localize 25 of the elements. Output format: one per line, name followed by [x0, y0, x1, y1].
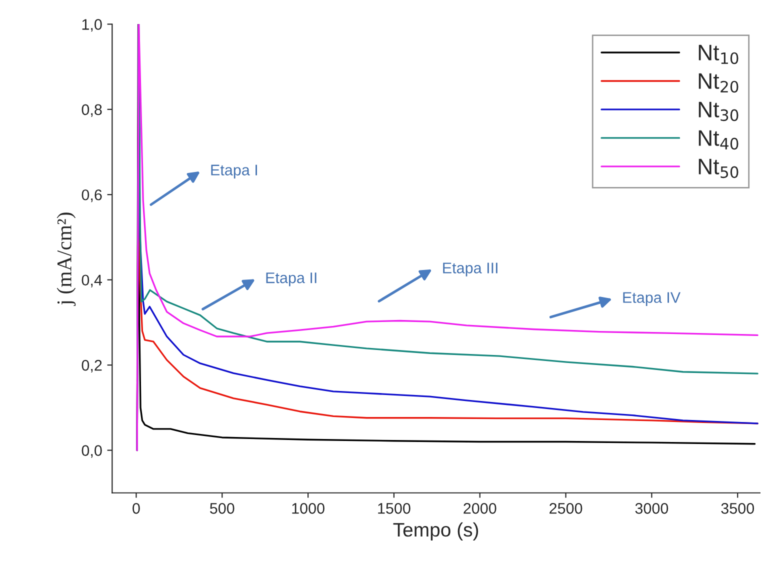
- y-tick-label: 1,0: [82, 19, 102, 32]
- y-tick-label: 0,0: [82, 445, 102, 458]
- x-axis-title: Tempo (s): [393, 522, 478, 541]
- legend-label: Nt$_{20}$: [698, 73, 738, 93]
- annotation: Etapa IV: [623, 292, 681, 306]
- y-tick-label: 0,4: [82, 274, 102, 288]
- y-tick-label: 0,6: [82, 189, 102, 202]
- y-tick-label: 0,2: [82, 360, 102, 373]
- annotation: Etapa III: [443, 262, 498, 276]
- legend-label: Nt$_{10}$: [698, 44, 738, 64]
- y-axis-title: j (mA/cm²): [56, 212, 76, 306]
- y-tick-label: 0,8: [82, 104, 102, 117]
- legend-label: Nt$_{30}$: [698, 102, 738, 122]
- annotation: Etapa II: [266, 272, 316, 286]
- x-tick-label: 3500: [721, 503, 754, 514]
- annotation: Etapa I: [211, 164, 257, 178]
- legend-label: Nt$_{50}$: [698, 158, 738, 178]
- x-tick-label: 2000: [464, 503, 496, 514]
- x-tick-label: 1500: [378, 503, 410, 514]
- x-tick-label: 0: [132, 503, 140, 514]
- legend-label: Nt$_{40}$: [698, 130, 738, 150]
- x-tick-label: 3000: [635, 503, 668, 514]
- x-tick-label: 2500: [550, 503, 582, 514]
- x-tick-label: 1000: [292, 503, 324, 514]
- x-tick-label: 500: [210, 503, 234, 514]
